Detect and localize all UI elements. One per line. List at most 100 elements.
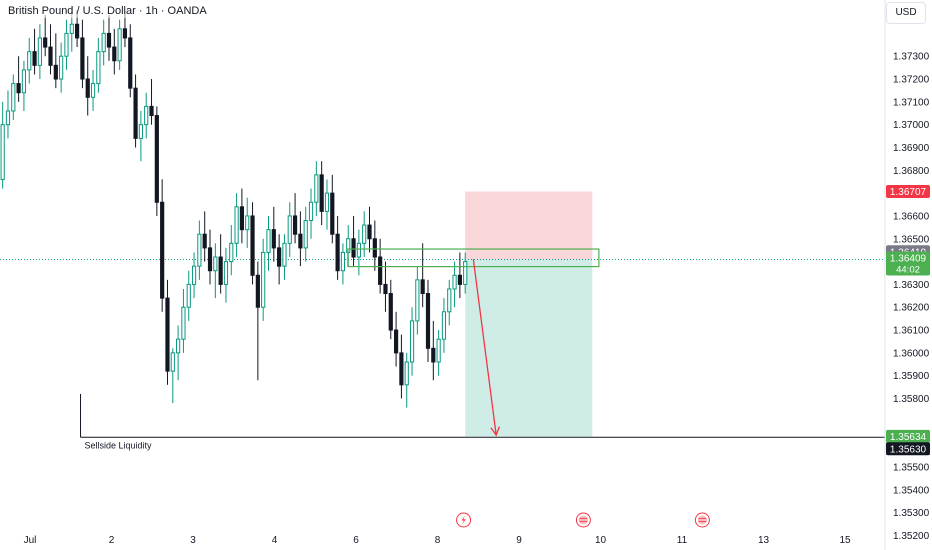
candle-body — [27, 51, 32, 71]
candle-body — [452, 274, 457, 290]
currency-button[interactable]: USD — [886, 2, 926, 24]
sell-arrow-line — [472, 259, 497, 436]
candle-body — [16, 83, 21, 94]
candle-body — [287, 215, 292, 244]
candle-body — [234, 206, 239, 244]
price-tick-label: 1.36000 — [893, 348, 930, 359]
price-label-value: 1.35634 — [890, 432, 927, 443]
candle-body — [330, 192, 335, 235]
price-label-value: 1.36409 — [890, 254, 927, 265]
candle-body — [96, 51, 101, 85]
candle-body — [37, 37, 42, 66]
take-profit-zone — [465, 259, 593, 437]
candle-body — [420, 279, 425, 295]
price-tick-label: 1.35900 — [893, 371, 930, 382]
candle-body — [165, 297, 170, 372]
candle-body — [351, 238, 356, 258]
time-tick-label: 15 — [839, 535, 851, 546]
candle-body — [90, 83, 96, 98]
time-tick-label: 3 — [190, 535, 196, 546]
candle-body — [154, 115, 159, 203]
candle-body — [266, 229, 271, 253]
candle-body — [362, 224, 367, 244]
candle-body — [271, 229, 276, 249]
annotations: Sellside Liquidity — [80, 248, 885, 450]
candle-body — [457, 274, 462, 285]
candle-body — [261, 251, 266, 308]
price-tick-label: 1.36100 — [893, 326, 930, 337]
candle-body — [298, 233, 303, 249]
candle-body — [308, 201, 314, 222]
candle-body — [48, 46, 53, 66]
candle-body — [383, 283, 388, 295]
candle-body — [223, 261, 229, 285]
candle-body — [367, 224, 372, 240]
candle-body — [388, 293, 393, 331]
time-axis[interactable]: Jul 2 3 4 6 8 9 10 11 13 15 — [24, 535, 851, 546]
price-tick-label: 1.37200 — [893, 75, 930, 86]
price-tick-label: 1.36600 — [893, 211, 930, 222]
candle-body — [393, 329, 399, 354]
time-tick-label: 11 — [677, 535, 688, 546]
candle-body — [181, 306, 186, 340]
countdown-label: 44:02 — [896, 265, 920, 276]
price-tick-label: 1.35300 — [893, 508, 930, 519]
price-tick-label: 1.37000 — [893, 120, 930, 131]
sell-arrow-head — [490, 426, 501, 437]
lightning-icon[interactable] — [456, 512, 472, 528]
lightning-glyph — [461, 515, 466, 525]
candle-body — [186, 283, 191, 308]
flag-glyph — [578, 515, 588, 525]
candle-body — [372, 238, 377, 258]
candle-body — [197, 233, 202, 267]
time-tick-label: 10 — [595, 535, 607, 546]
candle-body — [128, 37, 133, 89]
candle-body — [335, 233, 340, 272]
price-label-box — [886, 185, 930, 199]
candle-body — [53, 64, 58, 80]
candle-body — [59, 55, 64, 80]
flag-glyph — [697, 515, 707, 525]
candle-body — [5, 110, 11, 126]
candle-body — [250, 215, 255, 276]
price-tick-label: 1.36200 — [893, 303, 930, 314]
candle-body — [64, 32, 69, 57]
candle-body — [425, 293, 431, 349]
candle-body — [340, 251, 346, 272]
candle-body — [32, 51, 37, 66]
price-tick-label: 1.35200 — [893, 531, 930, 542]
time-tick-label: 9 — [516, 535, 522, 546]
candle-body — [356, 242, 361, 258]
symbol-title[interactable]: British Pound / U.S. Dollar · 1h · OANDA — [6, 4, 209, 18]
time-tick-label: 8 — [435, 535, 441, 546]
price-axis[interactable]: 1.37300 1.37200 1.37100 1.37000 1.36900 1.368… — [893, 52, 930, 542]
candle-body — [319, 174, 324, 212]
candle-body — [138, 124, 143, 139]
candle-body — [74, 23, 80, 39]
price-label-value: 1.36707 — [890, 187, 927, 198]
candle-body — [415, 279, 420, 322]
price-label-value: 1.35630 — [890, 444, 927, 455]
candle-body — [170, 352, 175, 372]
position-zones — [465, 191, 593, 437]
candle-body — [229, 242, 234, 263]
price-label-box — [886, 442, 930, 456]
candle-body — [324, 192, 330, 212]
candle-body — [144, 105, 149, 126]
candle-body — [133, 87, 138, 139]
price-tick-label: 1.36900 — [893, 143, 930, 154]
price-tick-label: 1.36800 — [893, 166, 930, 177]
flag-icon[interactable] — [694, 512, 710, 528]
candle-body — [218, 256, 223, 285]
flag-icon[interactable] — [575, 512, 591, 528]
candle-body — [277, 247, 282, 267]
candle-body — [176, 338, 181, 354]
candle-body — [117, 28, 122, 62]
time-tick-label: Jul — [24, 535, 37, 546]
time-tick-label: 2 — [109, 535, 115, 546]
time-tick-label: 4 — [272, 535, 278, 546]
time-tick-label: 13 — [758, 535, 770, 546]
candle-body — [122, 28, 128, 39]
